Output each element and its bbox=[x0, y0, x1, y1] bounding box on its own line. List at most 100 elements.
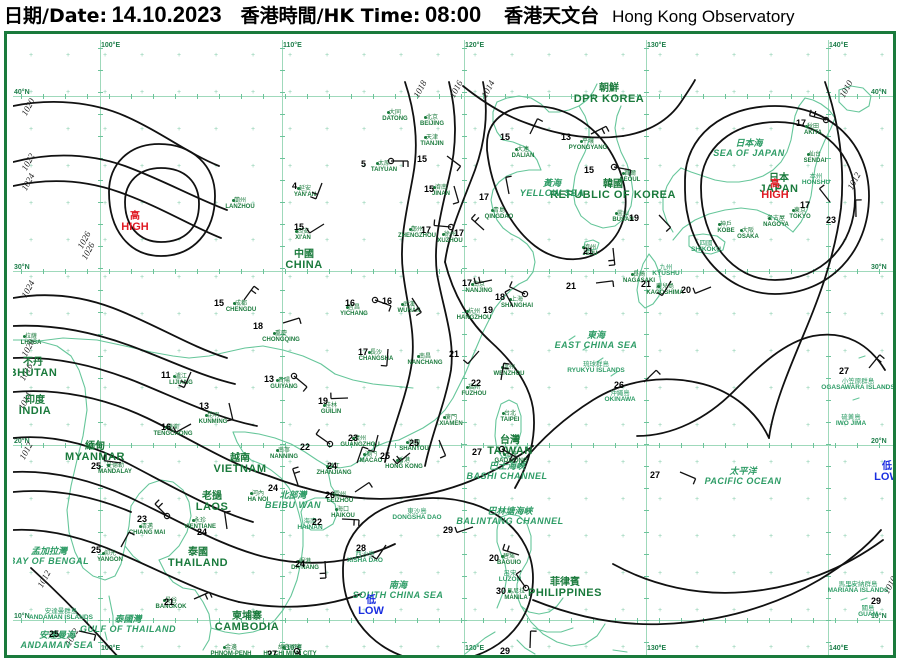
frame-dash bbox=[890, 414, 893, 425]
grid-dot: + bbox=[621, 89, 626, 96]
label-cn: 馬里安納群島 bbox=[838, 580, 878, 588]
graticule-tick bbox=[285, 443, 286, 448]
city-label-vientiane: 永珍 VIENTIANE bbox=[184, 518, 216, 531]
city-label-nanjing: 南京 NANJING bbox=[465, 282, 492, 295]
city-label-lhasa: 拉薩 LHASA bbox=[21, 333, 42, 347]
label-en: NANNING bbox=[270, 454, 298, 460]
grid-dot: + bbox=[547, 348, 552, 355]
grid-dot: + bbox=[510, 274, 515, 281]
station-temperature: 17 bbox=[462, 278, 473, 288]
graticule-tick bbox=[644, 642, 649, 643]
frame-dash bbox=[890, 304, 893, 315]
grid-dot: + bbox=[658, 570, 663, 577]
label-cn: 馬尼拉 bbox=[506, 588, 525, 595]
label-cn: 上海 bbox=[510, 296, 524, 303]
frame-dash bbox=[4, 282, 7, 293]
pressure-centre-symbol-en: LOW bbox=[874, 471, 893, 483]
graticule-tick bbox=[241, 618, 242, 623]
label-en: PHILIPPINES bbox=[528, 587, 602, 599]
label-cn: 香港 bbox=[397, 457, 411, 464]
grid-dot: + bbox=[399, 496, 404, 503]
sea-label-yellow-sea: 黃海 YELLOW SEA bbox=[520, 180, 585, 198]
grid-dot: + bbox=[436, 348, 441, 355]
city-label-nanchang: 南昌 NANCHANG bbox=[408, 354, 443, 367]
frame-dash bbox=[890, 172, 893, 183]
label-en: XI'AN bbox=[295, 235, 311, 241]
label-en: GUILIN bbox=[320, 409, 342, 415]
graticule-tick bbox=[813, 443, 814, 448]
wind-barb bbox=[881, 578, 893, 618]
frame-dash bbox=[4, 436, 7, 447]
frame-dash bbox=[629, 652, 640, 655]
grid-dot: + bbox=[66, 311, 71, 318]
grid-dot: + bbox=[658, 422, 663, 429]
grid-dot: + bbox=[177, 496, 182, 503]
graticule-tick bbox=[505, 618, 506, 623]
wind-barb bbox=[371, 544, 387, 560]
label-cn: 海口 bbox=[336, 506, 350, 513]
city-dot bbox=[282, 646, 285, 649]
graticule-tick bbox=[280, 334, 285, 335]
label-cn: 延安 bbox=[298, 185, 311, 192]
label-cn: 澳門 bbox=[364, 451, 378, 458]
grid-dot: + bbox=[769, 385, 774, 392]
frame-dash bbox=[475, 31, 486, 34]
label-cn: 台灣 bbox=[499, 435, 520, 446]
country-label-republic-of-korea: 韓國 REPUBLIC OF KOREA bbox=[550, 180, 676, 201]
city-dot bbox=[615, 212, 618, 215]
frame-dash bbox=[717, 31, 728, 34]
grid-dot: + bbox=[843, 200, 848, 207]
grid-dot: + bbox=[251, 126, 256, 133]
frame-dash bbox=[890, 238, 893, 249]
graticule-tick bbox=[219, 618, 220, 623]
graticule-tick bbox=[826, 114, 831, 115]
grid-dot: + bbox=[362, 644, 367, 651]
grid-dot: + bbox=[29, 52, 34, 59]
grid-dot: + bbox=[880, 163, 885, 170]
country-label-dpr-korea: 朝鮮 DPR KOREA bbox=[574, 84, 645, 105]
graticule-tick bbox=[462, 620, 467, 621]
label-en: OKINAWA bbox=[604, 395, 636, 403]
grid-dot: + bbox=[399, 126, 404, 133]
label-cn: 貴陽 bbox=[277, 377, 291, 384]
label-cn: 柬埔寨 bbox=[232, 611, 262, 622]
island-label-iwo-jima: 硫黃島 IWO JIMA bbox=[836, 414, 866, 427]
label-en: MANILA bbox=[504, 595, 528, 601]
city-label-nanning: 南寧 NANNING bbox=[270, 448, 298, 461]
frame-dash bbox=[13, 652, 24, 655]
graticule-tick bbox=[109, 443, 110, 448]
grid-dot: + bbox=[732, 311, 737, 318]
grid-dot: + bbox=[658, 533, 663, 540]
station-temperature: 15 bbox=[424, 184, 435, 194]
grid-dot: + bbox=[473, 533, 478, 540]
label-cn: 拉薩 bbox=[24, 333, 38, 340]
graticule-tick bbox=[65, 94, 66, 99]
frame-dash bbox=[409, 31, 420, 34]
city-dot bbox=[276, 449, 279, 452]
label-cn: 越南 bbox=[230, 453, 250, 464]
station-temperature: 13 bbox=[199, 401, 210, 411]
graticule-tick bbox=[462, 598, 467, 599]
wind-barb bbox=[462, 350, 480, 365]
label-cn: 峴港 bbox=[298, 558, 311, 565]
city-label-xi-an: 西安 XI'AN bbox=[295, 229, 311, 242]
graticule-tick bbox=[98, 334, 103, 335]
label-en: CHIANG MAI bbox=[128, 530, 166, 536]
frame-dash bbox=[890, 84, 893, 95]
city-dot bbox=[409, 228, 412, 231]
frame-dash bbox=[890, 458, 893, 469]
grid-dot: + bbox=[473, 459, 478, 466]
graticule-tick bbox=[813, 94, 814, 99]
grid-dot: + bbox=[621, 274, 626, 281]
frame-dash bbox=[35, 31, 46, 34]
grid-dot: + bbox=[288, 89, 293, 96]
frame-dash bbox=[4, 216, 7, 227]
city-label-manila: 馬尼拉 MANILA bbox=[504, 588, 528, 602]
station-temperature: 15 bbox=[417, 154, 428, 164]
grid-dot: + bbox=[806, 644, 811, 651]
grid-dot: + bbox=[140, 385, 145, 392]
grid-dot: + bbox=[362, 607, 367, 614]
graticule-tick bbox=[826, 510, 831, 511]
label-en: SEA OF JAPAN bbox=[713, 148, 785, 158]
wind-barb bbox=[452, 185, 460, 205]
